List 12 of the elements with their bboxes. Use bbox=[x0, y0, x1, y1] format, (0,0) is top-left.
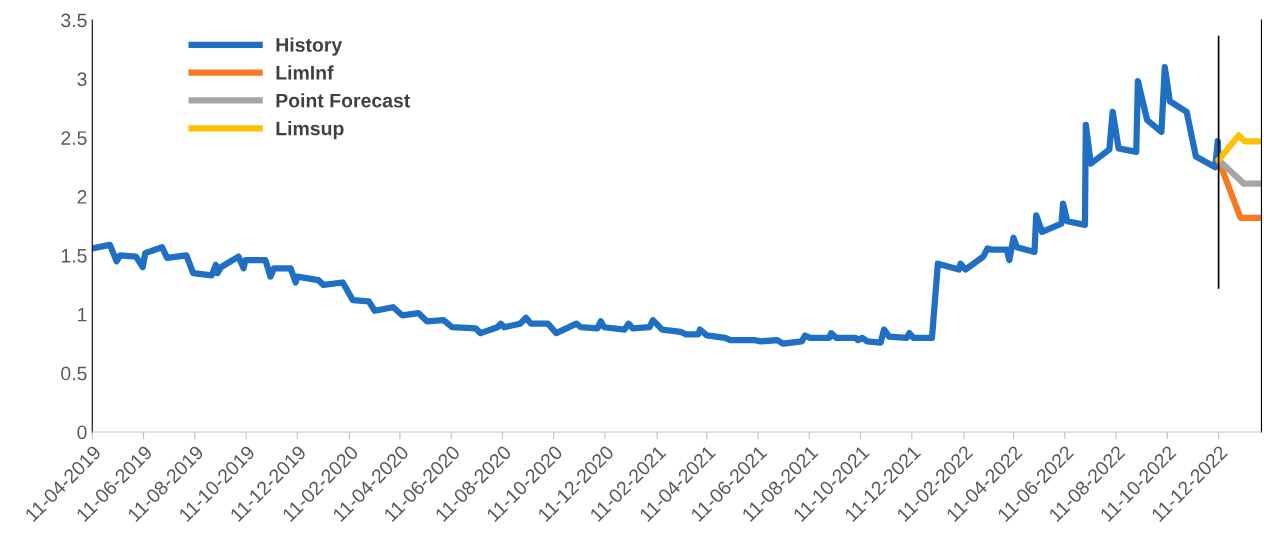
legend-label: LimInf bbox=[276, 65, 334, 80]
y-tick-label: 3.5 bbox=[61, 13, 87, 28]
y-tick-label: 2 bbox=[77, 190, 87, 204]
y-tick-label: 3 bbox=[77, 72, 87, 87]
y-tick-label: 0.5 bbox=[61, 366, 87, 381]
legend-label: History bbox=[276, 37, 343, 56]
legend-label: Limsup bbox=[276, 121, 344, 140]
y-tick-label: 0 bbox=[77, 425, 87, 440]
legend-label: Point Forecast bbox=[276, 93, 411, 108]
y-tick-label: 1.5 bbox=[61, 249, 87, 263]
y-tick-label: 2.5 bbox=[61, 131, 87, 145]
y-tick-label: 1 bbox=[78, 307, 87, 322]
